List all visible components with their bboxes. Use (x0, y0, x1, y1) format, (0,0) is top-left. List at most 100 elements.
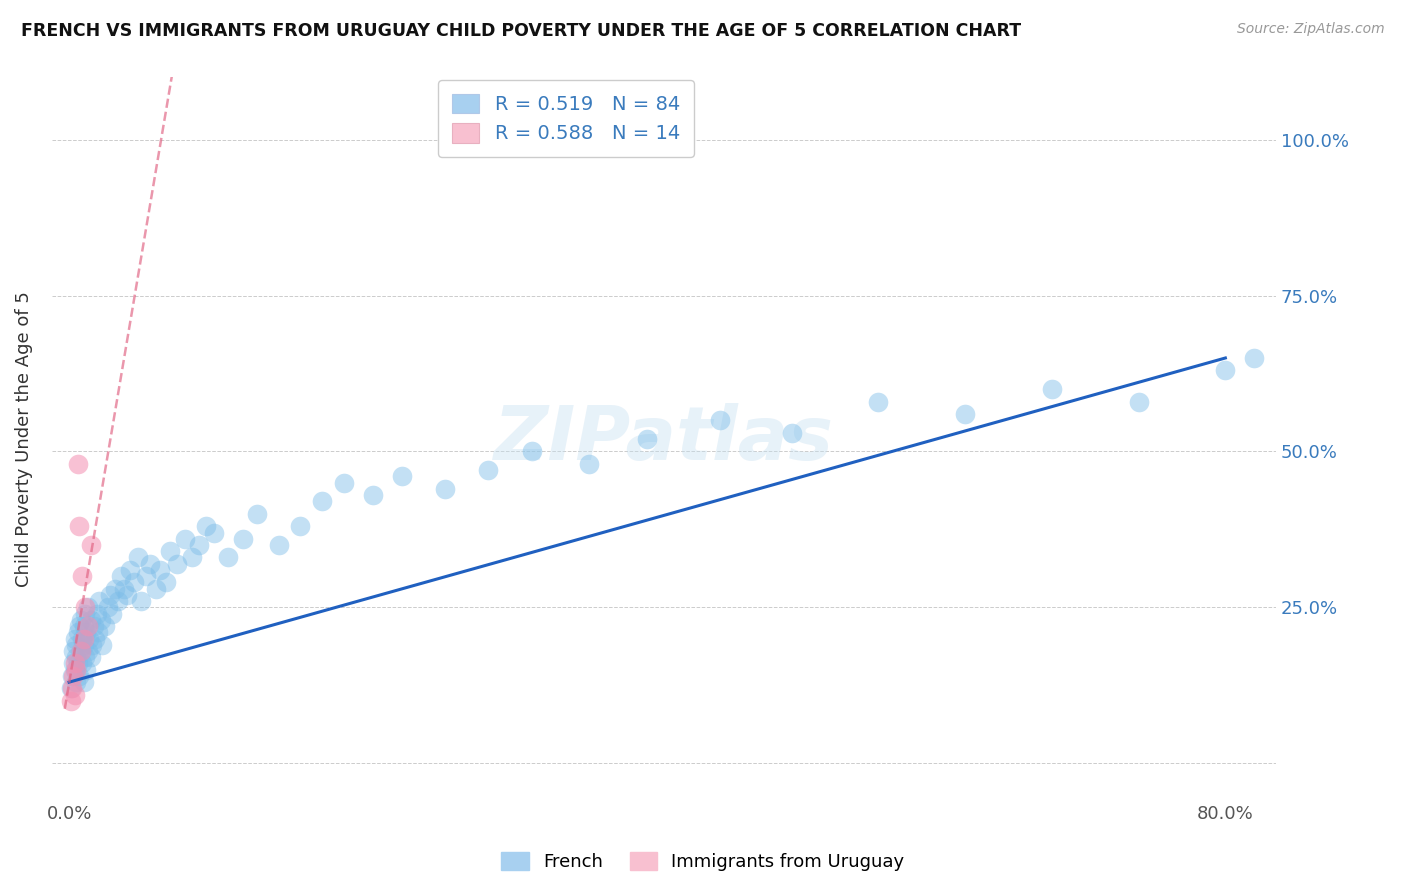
Point (70, 632, 93, 646)
Point (84, 632, 107, 646)
Point (110, 569, 132, 583)
Point (195, 519, 218, 533)
Point (1040, 382, 1063, 396)
Point (166, 557, 188, 571)
Point (433, 482, 456, 496)
Point (59, 694, 82, 708)
Point (780, 425, 803, 440)
Point (82, 638, 104, 652)
Point (66, 457, 89, 471)
Point (1215, 363, 1237, 377)
Point (87, 625, 110, 640)
Text: ZIPatlas: ZIPatlas (494, 402, 834, 475)
Point (73, 650, 96, 665)
Text: Source: ZipAtlas.com: Source: ZipAtlas.com (1237, 22, 1385, 37)
Point (67, 669, 90, 683)
Point (709, 413, 731, 427)
Point (70, 569, 93, 583)
Point (62, 669, 84, 683)
Point (107, 594, 129, 608)
Point (80, 613, 103, 627)
Point (139, 557, 162, 571)
Point (232, 532, 254, 546)
Point (69, 644, 91, 658)
Point (69, 613, 91, 627)
Point (118, 563, 141, 577)
Point (59, 681, 82, 696)
Point (63, 663, 86, 677)
Point (104, 582, 127, 596)
Point (86, 607, 108, 621)
Point (67, 619, 90, 633)
Point (246, 507, 269, 521)
Point (62, 644, 84, 658)
Point (67, 519, 90, 533)
Point (65, 638, 87, 652)
Point (94, 619, 117, 633)
Point (66, 657, 89, 671)
Point (97, 600, 120, 615)
Point (90, 613, 112, 627)
Point (65, 675, 87, 690)
Point (75, 625, 97, 640)
Point (73, 607, 96, 621)
Point (72, 675, 94, 690)
Point (83, 619, 105, 633)
Point (79, 632, 101, 646)
Point (131, 594, 153, 608)
Point (60, 669, 83, 683)
Point (636, 432, 658, 446)
Point (127, 550, 149, 565)
Point (63, 657, 86, 671)
Point (73, 600, 96, 615)
Point (62, 657, 84, 671)
Point (953, 407, 976, 421)
Point (1243, 351, 1265, 365)
Point (65, 650, 87, 665)
Point (112, 582, 135, 596)
Point (578, 457, 600, 471)
Point (70, 657, 93, 671)
Point (72, 638, 94, 652)
Point (72, 632, 94, 646)
Point (80, 538, 103, 552)
Point (267, 538, 290, 552)
Point (520, 444, 543, 458)
Point (477, 463, 499, 477)
Point (311, 494, 333, 508)
Point (72, 619, 94, 633)
Point (66, 625, 89, 640)
Point (69, 644, 91, 658)
Point (361, 488, 384, 502)
Point (290, 519, 312, 533)
Point (332, 475, 354, 490)
Point (77, 644, 100, 658)
Point (159, 544, 181, 558)
Point (868, 394, 890, 409)
Point (63, 632, 86, 646)
Y-axis label: Child Poverty Under the Age of 5: Child Poverty Under the Age of 5 (15, 291, 32, 587)
Legend: French, Immigrants from Uruguay: French, Immigrants from Uruguay (494, 845, 912, 879)
Point (65, 663, 87, 677)
Point (155, 575, 177, 590)
Legend: R = 0.519   N = 84, R = 0.588   N = 14: R = 0.519 N = 84, R = 0.588 N = 14 (439, 80, 693, 157)
Point (101, 607, 124, 621)
Point (135, 569, 157, 583)
Point (149, 563, 172, 577)
Point (80, 650, 103, 665)
Point (91, 638, 114, 652)
Point (77, 600, 100, 615)
Point (181, 550, 204, 565)
Point (89, 594, 111, 608)
Point (202, 525, 225, 540)
Point (122, 575, 145, 590)
Point (188, 538, 211, 552)
Point (63, 688, 86, 702)
Text: FRENCH VS IMMIGRANTS FROM URUGUAY CHILD POVERTY UNDER THE AGE OF 5 CORRELATION C: FRENCH VS IMMIGRANTS FROM URUGUAY CHILD … (21, 22, 1021, 40)
Point (60, 681, 83, 696)
Point (75, 663, 97, 677)
Point (391, 469, 413, 483)
Point (77, 619, 100, 633)
Point (98, 588, 121, 602)
Point (217, 550, 239, 565)
